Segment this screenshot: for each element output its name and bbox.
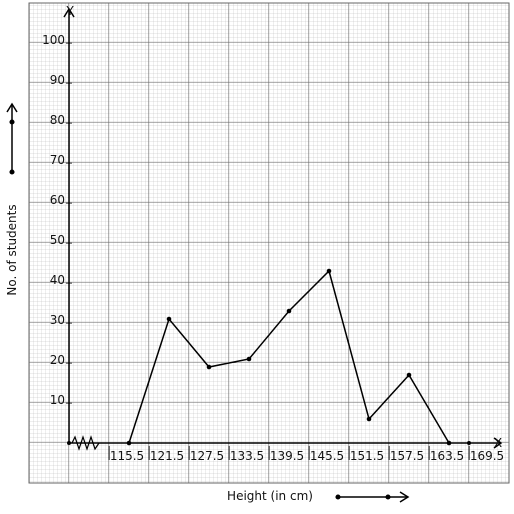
axis-dot [467,441,471,445]
x-tick-label: 157.5 [390,449,424,463]
point [286,308,292,314]
point [366,416,372,422]
point [446,440,452,446]
axes [63,7,503,451]
x-tick-label: 169.5 [470,449,504,463]
x-tick-label: 121.5 [150,449,184,463]
x-axis-label: Height (in cm) [227,489,313,503]
x-tick-label: 145.5 [310,449,344,463]
x-tick-label: 163.5 [430,449,464,463]
y-tick-label: 30 [50,313,65,327]
y-tick-label: 10 [50,393,65,407]
graph-paper [28,2,510,484]
y-tick-label: 40 [50,273,65,287]
y-axis-name: Y [65,4,74,18]
point [326,268,332,274]
x-tick-label: 127.5 [190,449,224,463]
origin-dot [67,441,71,445]
y-tick-label: 100 [42,33,65,47]
point [406,372,412,378]
x-tick-label: 115.5 [110,449,144,463]
left-arrow [6,102,18,175]
y-tick-label: 80 [50,113,65,127]
x-tick-label: 151.5 [350,449,384,463]
y-tick-label: 90 [50,73,65,87]
y-axis-label: No. of students [5,204,19,295]
x-tick-label: 139.5 [270,449,304,463]
y-tick-label: 60 [50,193,65,207]
x-tick-label: 133.5 [230,449,264,463]
y-tick-label: 20 [50,353,65,367]
y-tick-label: 70 [50,153,65,167]
point [206,364,212,370]
y-tick-label: 50 [50,233,65,247]
point [126,440,132,446]
point [166,316,172,322]
point [246,356,252,362]
x-axis-name: X [494,436,502,450]
bottom-arrow [335,491,410,503]
